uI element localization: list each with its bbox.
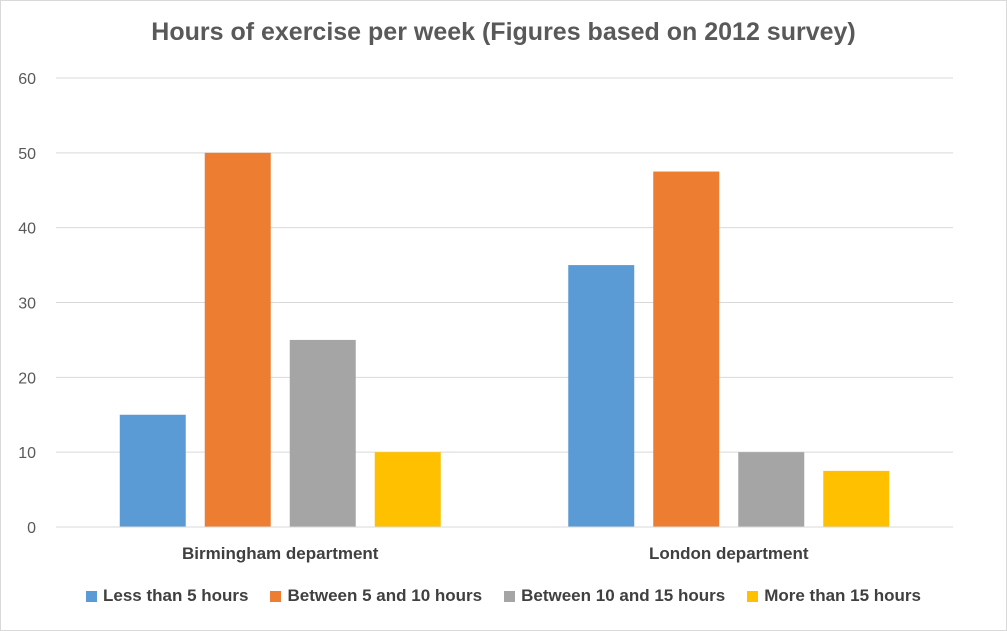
bar-london-series-2 [738,452,805,527]
legend-label: Between 5 and 10 hours [287,586,483,605]
bar-birmingham-series-3 [374,452,441,527]
bar-london-series-1 [653,171,720,527]
legend-swatch [270,590,282,602]
legend-item: Between 5 and 10 hours [270,586,482,606]
bar-london-series-0 [568,265,635,527]
legend-label: More than 15 hours [764,586,921,605]
y-tick-label: 50 [18,146,36,163]
category-label: London department [649,544,809,563]
legend-item: More than 15 hours [747,586,921,606]
y-tick-label: 60 [18,71,36,88]
legend-item: Between 10 and 15 hours [504,586,725,606]
bar-birmingham-series-1 [204,152,271,528]
bar-birmingham-series-0 [119,414,186,527]
legend-swatch [747,590,759,602]
category-label: Birmingham department [182,544,379,563]
chart-legend: Less than 5 hours Between 5 and 10 hours B… [0,586,1007,606]
y-tick-label: 30 [18,296,36,313]
y-tick-label: 0 [27,520,36,537]
legend-label: Less than 5 hours [103,586,249,605]
legend-swatch [504,590,516,602]
legend-swatch [86,590,97,602]
chart-title: Hours of exercise per week (Figures base… [151,18,856,46]
y-tick-label: 10 [18,445,36,462]
y-tick-label: 40 [18,221,36,238]
bar-birmingham-series-2 [289,339,356,527]
bar-london-series-3 [823,470,890,527]
y-tick-label: 20 [18,370,36,387]
legend-item: Less than 5 hours [86,586,248,606]
legend-label: Between 10 and 15 hours [521,586,726,605]
